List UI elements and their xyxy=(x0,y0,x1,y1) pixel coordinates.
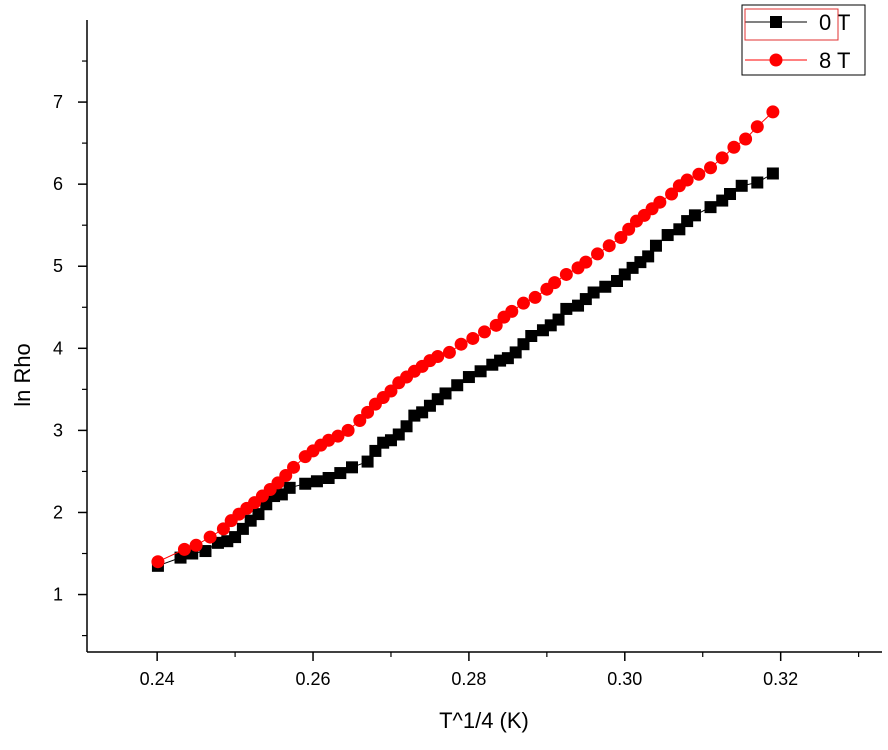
data-point xyxy=(361,405,375,419)
data-point xyxy=(331,429,345,443)
data-point xyxy=(653,195,667,209)
data-point xyxy=(384,384,398,398)
data-point xyxy=(279,469,293,483)
y-tick-label: 7 xyxy=(53,92,63,112)
data-point xyxy=(439,387,452,400)
data-point xyxy=(591,247,605,261)
data-point xyxy=(552,313,565,326)
data-point xyxy=(189,538,203,552)
legend-selection-box xyxy=(744,8,839,41)
data-point xyxy=(322,471,335,484)
data-point xyxy=(353,414,367,428)
legend: 0 T 8 T xyxy=(741,4,866,76)
legend-marker-circle xyxy=(769,53,783,67)
x-axis-title: T^1/4 (K) xyxy=(439,708,529,733)
data-point xyxy=(766,167,779,180)
data-point xyxy=(642,250,655,263)
axes: 0.24 0.26 0.28 0.30 0.32 1 2 3 4 5 6 7 xyxy=(53,20,882,689)
data-point xyxy=(614,231,628,245)
data-point xyxy=(692,167,706,181)
data-point xyxy=(341,423,355,437)
data-point xyxy=(704,161,718,175)
data-point xyxy=(177,542,191,556)
data-point xyxy=(560,302,573,315)
data-point xyxy=(442,345,456,359)
data-point xyxy=(724,188,737,201)
x-tick-label: 0.28 xyxy=(451,669,486,689)
data-point xyxy=(525,330,538,342)
legend-marker-square xyxy=(770,16,782,28)
data-point xyxy=(466,331,480,345)
data-point xyxy=(680,173,694,187)
legend-label: 0 T xyxy=(819,10,850,35)
series-layer xyxy=(151,105,780,572)
data-point xyxy=(216,522,230,536)
data-point xyxy=(474,365,487,378)
data-point xyxy=(751,176,764,189)
data-point xyxy=(528,290,542,304)
series-eight-tesla xyxy=(151,105,780,569)
data-point xyxy=(559,267,573,281)
x-tick-label: 0.32 xyxy=(763,669,798,689)
data-point xyxy=(688,209,701,222)
legend-label: 8 T xyxy=(819,48,850,73)
data-point xyxy=(516,296,530,310)
data-point xyxy=(649,239,662,252)
data-point xyxy=(750,120,764,134)
data-point xyxy=(334,467,347,480)
data-point xyxy=(579,255,593,269)
data-point xyxy=(735,179,748,192)
data-point xyxy=(501,352,514,365)
data-point xyxy=(454,337,468,351)
data-point xyxy=(361,455,374,468)
x-tick-label: 0.26 xyxy=(296,669,331,689)
data-point xyxy=(704,201,717,214)
data-point xyxy=(548,276,562,290)
data-point xyxy=(151,555,165,569)
data-point xyxy=(252,508,265,521)
y-tick-label: 1 xyxy=(53,585,63,605)
data-point xyxy=(346,461,358,474)
data-point xyxy=(766,105,780,119)
data-point xyxy=(310,475,323,488)
data-point xyxy=(665,187,679,201)
data-point xyxy=(462,371,475,384)
data-point xyxy=(400,420,413,433)
data-point xyxy=(602,239,616,253)
x-tick-label: 0.24 xyxy=(140,669,175,689)
data-point xyxy=(244,514,257,527)
data-point xyxy=(715,151,729,165)
data-point xyxy=(287,460,301,474)
y-tick-label: 2 xyxy=(53,502,63,522)
series-line xyxy=(157,111,774,563)
data-point xyxy=(505,304,519,318)
data-point xyxy=(587,286,600,299)
data-point xyxy=(283,481,296,494)
data-point xyxy=(431,350,445,364)
data-point xyxy=(727,140,741,154)
x-tick-label: 0.30 xyxy=(607,669,642,689)
data-point xyxy=(622,222,636,236)
data-point xyxy=(661,229,674,242)
data-point xyxy=(478,325,491,339)
data-point xyxy=(203,530,217,544)
y-tick-label: 4 xyxy=(53,338,63,358)
y-tick-label: 6 xyxy=(53,174,63,194)
data-point xyxy=(599,280,612,293)
data-point xyxy=(299,477,312,490)
y-tick-label: 3 xyxy=(53,420,63,440)
data-point xyxy=(451,379,464,392)
y-tick-label: 5 xyxy=(53,256,63,276)
data-point xyxy=(739,132,753,146)
y-axis-title: ln Rho xyxy=(10,343,35,407)
data-point xyxy=(489,318,503,332)
data-point xyxy=(199,545,212,558)
